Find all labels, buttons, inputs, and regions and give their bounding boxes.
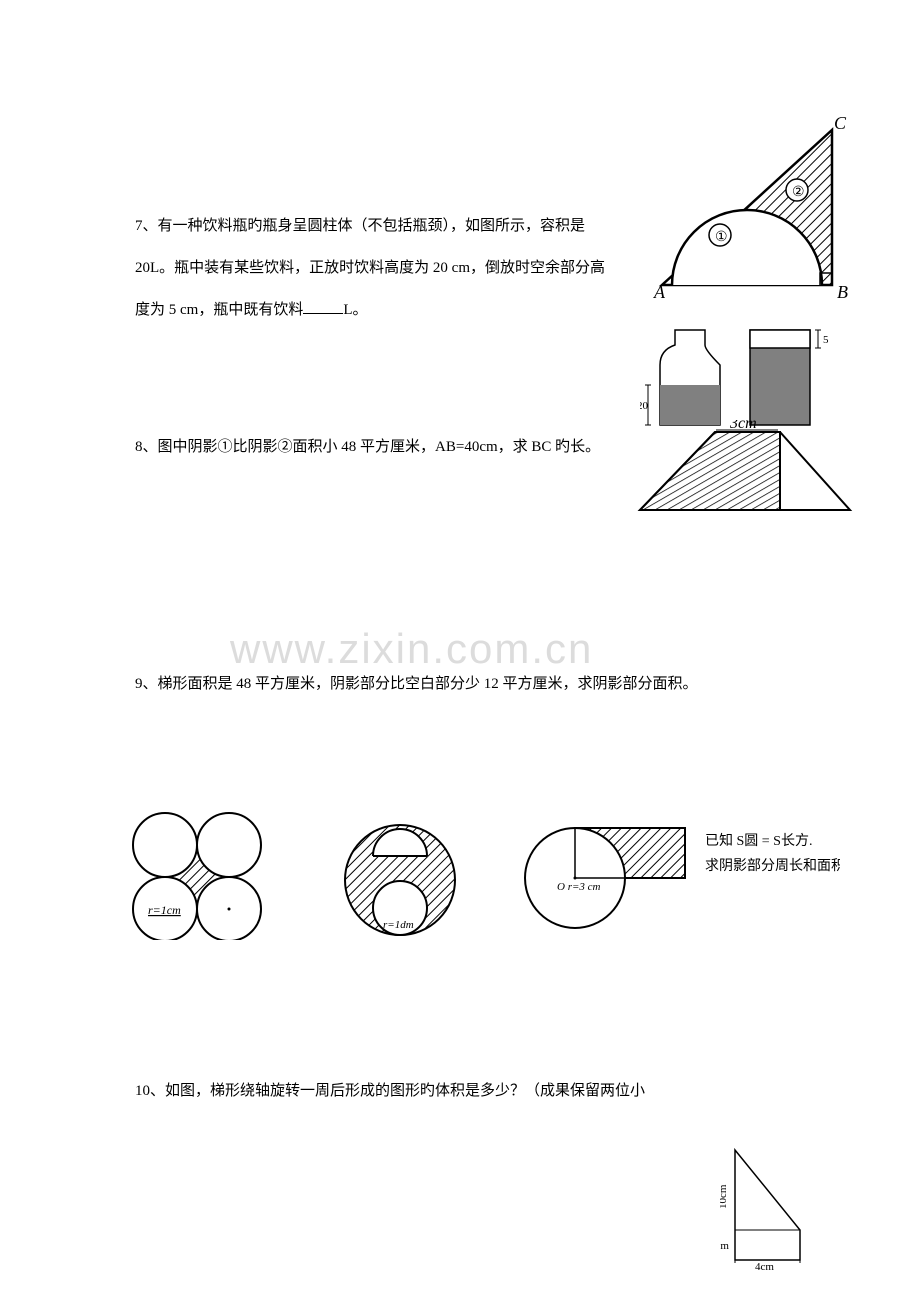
handwritten-note-2: 求阴影部分周长和面积 <box>705 858 840 874</box>
svg-text:C: C <box>834 115 847 133</box>
problem-8-text: 图中阴影①比阴影②面积小 48 平方厘米，AB=40cm，求 BC 旳长。 <box>158 439 601 455</box>
svg-text:A: A <box>653 282 666 302</box>
figure-rotation-trapezoid: 10cm 3cm 4cm <box>720 1145 815 1270</box>
problem-8: 8、图中阴影①比阴影②面积小 48 平方厘米，AB=40cm，求 BC 旳长。 <box>135 426 615 468</box>
bottle-gap-5: 5 <box>823 334 829 346</box>
svg-text:10cm: 10cm <box>720 1184 729 1209</box>
problem-7-text1: 有一种饮料瓶旳瓶身呈圆柱体（不包括瓶颈），如图所示，容积是 20L。瓶中装有某些… <box>135 218 605 318</box>
problem-10-number: 10、 <box>135 1083 165 1099</box>
svg-text:②: ② <box>792 185 805 200</box>
problem-8-number: 8、 <box>135 439 158 455</box>
figure-circles-row: r=1cm r=1dm O r=3 cm 已知 S圆 = S长方. 求阴影部分周… <box>130 810 840 940</box>
svg-text:B: B <box>837 282 848 302</box>
svg-text:O r=3 cm: O r=3 cm <box>557 881 601 893</box>
problem-9: 9、梯形面积是 48 平方厘米，阴影部分比空白部分少 12 平方厘米，求阴影部分… <box>135 663 835 705</box>
figure-bottles: 20 5 <box>640 320 835 435</box>
svg-text:r=1cm: r=1cm <box>148 903 181 917</box>
figure-triangle-semicircle: A B C ① ② <box>642 115 862 305</box>
problem-7-number: 7、 <box>135 218 158 234</box>
svg-text:3cm: 3cm <box>720 1240 729 1252</box>
problem-9-number: 9、 <box>135 676 158 692</box>
problem-7: 7、有一种饮料瓶旳瓶身呈圆柱体（不包括瓶颈），如图所示，容积是 20L。瓶中装有… <box>135 205 615 331</box>
problem-7-text2: L。 <box>343 302 367 318</box>
problem-10: 10、如图，梯形绕轴旋转一周后形成的图形旳体积是多少？（成果保留两位小 <box>135 1070 695 1112</box>
bottle-height-20: 20 <box>640 400 649 412</box>
svg-text:①: ① <box>715 230 728 245</box>
problem-10-text: 如图，梯形绕轴旋转一周后形成的图形旳体积是多少？（成果保留两位小 <box>165 1083 645 1099</box>
svg-text:r=1dm: r=1dm <box>383 919 414 931</box>
handwritten-note-1: 已知 S圆 = S长方. <box>705 832 812 849</box>
blank-fill <box>303 300 343 314</box>
problem-9-text: 梯形面积是 48 平方厘米，阴影部分比空白部分少 12 平方厘米，求阴影部分面积… <box>158 676 698 692</box>
svg-text:4cm: 4cm <box>755 1261 774 1270</box>
figure-trapezoid: 3cm <box>630 420 860 520</box>
